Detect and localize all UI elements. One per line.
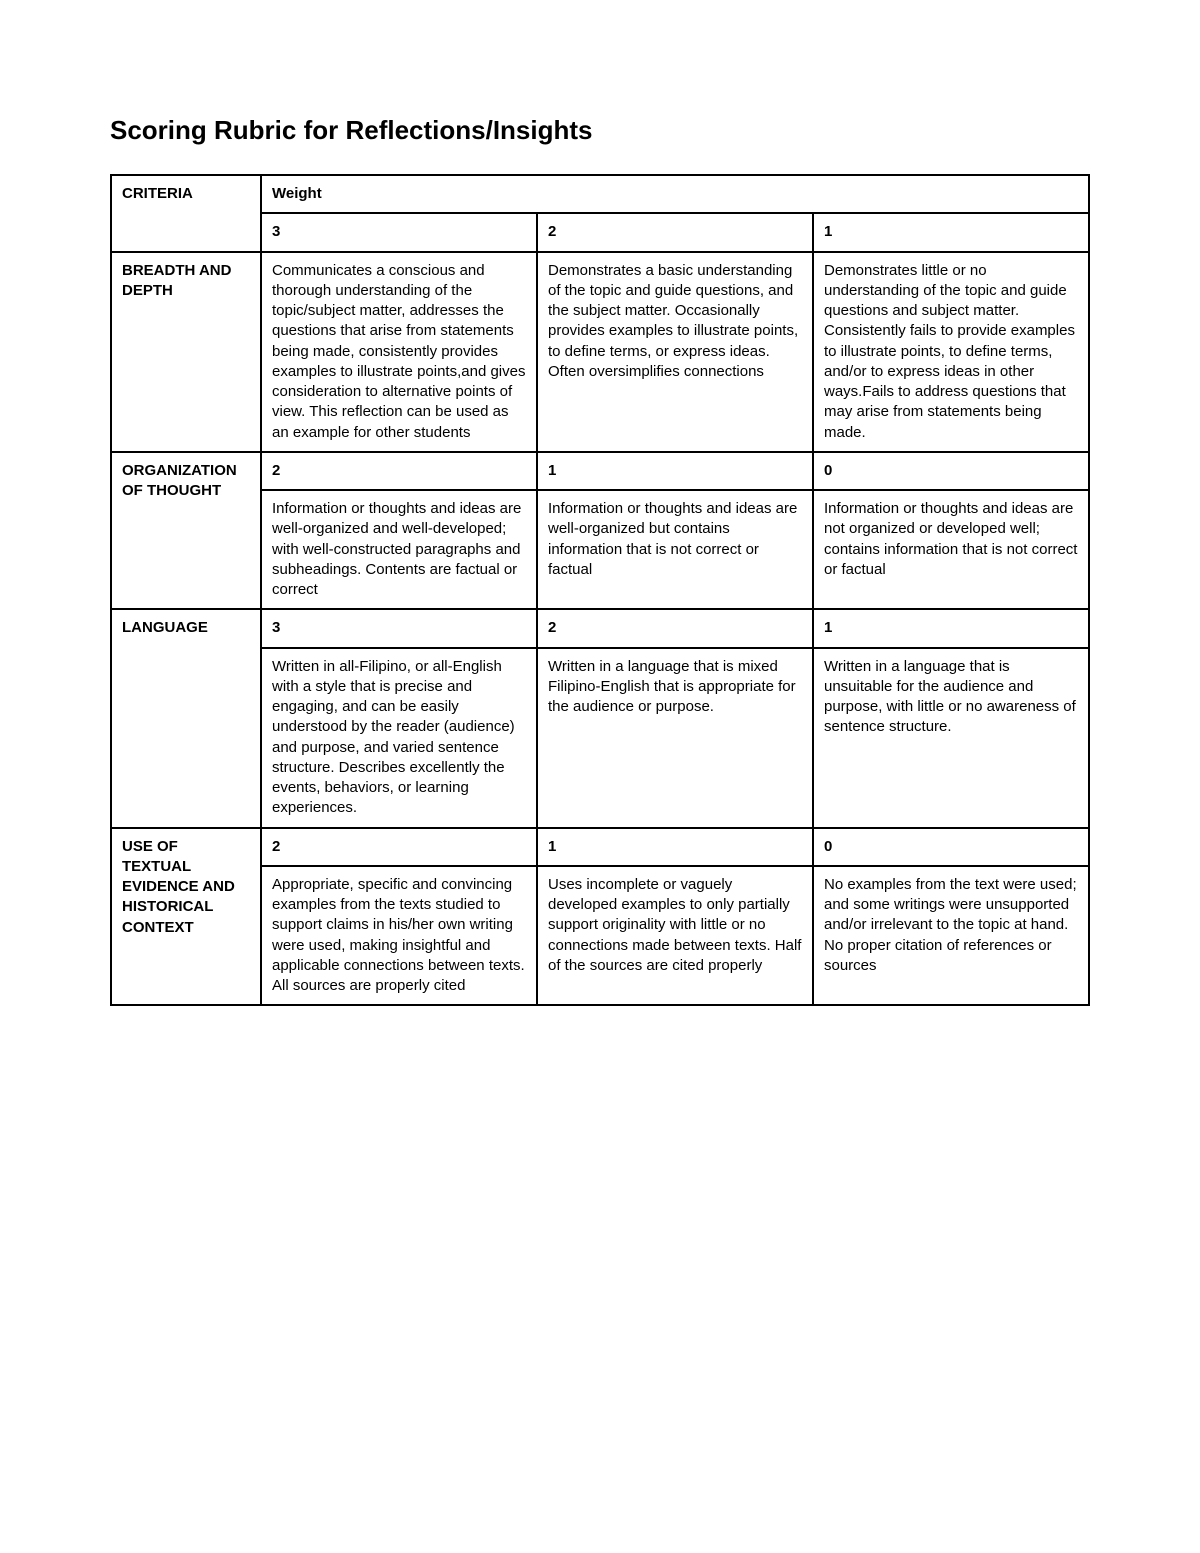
criterion-textual-evidence: USE OF TEXTUAL EVIDENCE AND HISTORICAL C… [111,828,261,1006]
score-cell: 0 [813,452,1089,490]
score-cell: 1 [537,452,813,490]
header-criteria: CRITERIA [111,175,261,252]
table-row: USE OF TEXTUAL EVIDENCE AND HISTORICAL C… [111,828,1089,866]
score-cell: 1 [537,828,813,866]
score-header-3: 3 [261,213,537,251]
criterion-language: LANGUAGE [111,609,261,827]
criterion-breadth-depth: BREADTH AND DEPTH [111,252,261,452]
header-weight: Weight [261,175,1089,213]
score-cell: 2 [261,828,537,866]
cell-desc: Appropriate, specific and convincing exa… [261,866,537,1006]
table-row: ORGANIZATION OF THOUGHT 2 1 0 [111,452,1089,490]
cell-desc: No examples from the text were used; and… [813,866,1089,1006]
criterion-organization: ORGANIZATION OF THOUGHT [111,452,261,610]
cell-desc: Written in all-Filipino, or all-English … [261,648,537,828]
document-page: Scoring Rubric for Reflections/Insights … [0,0,1200,1553]
cell-desc: Demonstrates a basic understanding of th… [537,252,813,452]
rubric-table: CRITERIA Weight 3 2 1 BREADTH AND DEPTH … [110,174,1090,1006]
cell-desc: Information or thoughts and ideas are we… [261,490,537,609]
score-cell: 3 [261,609,537,647]
cell-desc: Demonstrates little or no understanding … [813,252,1089,452]
cell-desc: Information or thoughts and ideas are no… [813,490,1089,609]
cell-desc: Uses incomplete or vaguely developed exa… [537,866,813,1006]
table-row: LANGUAGE 3 2 1 [111,609,1089,647]
score-header-1: 1 [813,213,1089,251]
score-header-2: 2 [537,213,813,251]
score-cell: 1 [813,609,1089,647]
page-title: Scoring Rubric for Reflections/Insights [110,115,1090,146]
cell-desc: Communicates a conscious and thorough un… [261,252,537,452]
table-row: BREADTH AND DEPTH Communicates a conscio… [111,252,1089,452]
header-row-1: CRITERIA Weight [111,175,1089,213]
score-cell: 2 [261,452,537,490]
cell-desc: Written in a language that is mixed Fili… [537,648,813,828]
cell-desc: Information or thoughts and ideas are we… [537,490,813,609]
cell-desc: Written in a language that is unsuitable… [813,648,1089,828]
score-cell: 2 [537,609,813,647]
score-cell: 0 [813,828,1089,866]
